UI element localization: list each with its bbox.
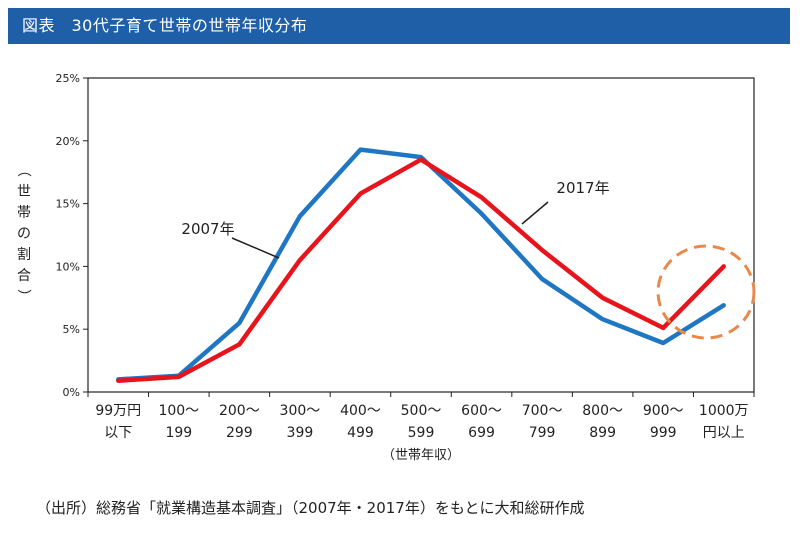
y-tick-label: 25%: [56, 72, 80, 85]
x-tick-label: 299: [226, 425, 253, 441]
x-tick-label: 300～: [280, 403, 321, 419]
highlight-dashed-circle: [656, 244, 756, 340]
x-tick-label: 200～: [219, 403, 260, 419]
y-tick-label: 10%: [56, 260, 80, 273]
y-tick-label: 0%: [63, 386, 80, 399]
title-bar: 図表 30代子育て世帯の世帯年収分布: [8, 8, 790, 44]
x-tick-label: 円以上: [703, 425, 745, 441]
x-tick-label: 599: [408, 425, 435, 441]
x-tick-label: 700～: [522, 403, 563, 419]
series-label-leader: [231, 237, 280, 259]
series-label-2007: 2007年: [181, 220, 234, 238]
y-tick-label: 20%: [56, 135, 80, 148]
series-line-2007: [116, 147, 726, 382]
series-label-leader: [521, 201, 549, 225]
y-tick-label: 5%: [63, 323, 80, 336]
x-tick-label: 400～: [340, 403, 381, 419]
source-note: （出所）総務省「就業構造基本調査」（2007年・2017年）をもとに大和総研作成: [36, 499, 585, 517]
y-axis-title-char: の: [17, 226, 31, 242]
chart-series: [116, 147, 726, 383]
chart-labels: 2007年 2017年: [181, 179, 756, 340]
y-axis-title-char: 帯: [17, 205, 31, 221]
x-tick-label: 399: [287, 425, 314, 441]
y-axis-title-char: （: [15, 163, 31, 177]
x-tick-label: 100～: [158, 403, 199, 419]
x-tick-label: 1000万: [699, 403, 749, 419]
series-label-2017: 2017年: [556, 179, 609, 197]
y-axis-title-char: 世: [17, 184, 31, 200]
y-axis-title-char: 割: [17, 246, 31, 263]
x-tick-label: 499: [347, 425, 374, 441]
page-title: 図表 30代子育て世帯の世帯年収分布: [22, 16, 308, 35]
x-tick-label: 999: [650, 425, 677, 441]
y-axis-title-char: 合: [17, 268, 31, 284]
x-tick-label: 899: [589, 425, 616, 441]
x-tick-label: 199: [165, 425, 192, 441]
plot-frame: [87, 77, 755, 393]
x-axis-title: （世帯年収）: [382, 448, 460, 463]
x-tick-label: 500～: [401, 403, 442, 419]
y-tick-label: 15%: [56, 198, 80, 211]
x-tick-label: 900～: [643, 403, 684, 419]
x-tick-label: 以下: [104, 425, 132, 441]
series-line-2017: [116, 157, 726, 383]
x-tick-label: 800～: [582, 403, 623, 419]
x-tick-label: 600～: [461, 403, 502, 419]
x-tick-label: 99万円: [95, 403, 141, 419]
y-axis-title-char: ）: [15, 289, 31, 303]
x-tick-label: 699: [468, 425, 495, 441]
x-tick-label: 799: [529, 425, 556, 441]
